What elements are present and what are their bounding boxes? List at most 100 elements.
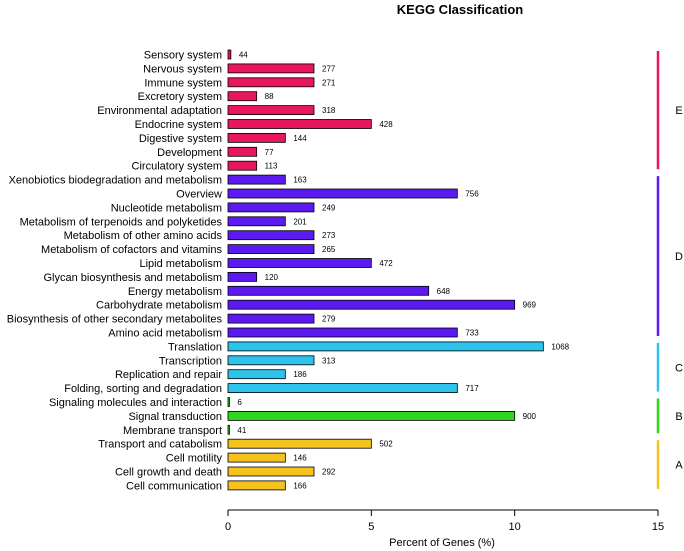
bar-count-label: 201: [293, 217, 307, 226]
bar-layer: Sensory system 44 Nervous system 277 Immune …: [7, 50, 570, 493]
category-label: Endocrine system: [135, 119, 222, 131]
bar-count-label: 6: [237, 398, 242, 407]
category-label: Translation: [168, 341, 222, 353]
x-tick-label: 15: [652, 521, 664, 533]
category-label: Signaling molecules and interaction: [49, 397, 222, 409]
category-label: Transcription: [159, 355, 222, 367]
bar-count-label: 144: [293, 134, 307, 143]
bar: [227, 230, 315, 241]
x-tick-label: 10: [509, 521, 521, 533]
category-label: Metabolism of other amino acids: [64, 230, 223, 242]
bar: [227, 244, 315, 255]
bar-count-label: 502: [379, 440, 393, 449]
category-label: Nervous system: [143, 63, 222, 75]
category-label: Excretory system: [138, 91, 222, 103]
bar: [227, 174, 286, 185]
x-tick-label: 5: [368, 521, 374, 533]
bar-count-label: 88: [265, 92, 274, 101]
bar-count-label: 265: [322, 245, 336, 254]
category-label: Circulatory system: [132, 161, 222, 173]
bar: [227, 313, 315, 324]
bar: [227, 132, 286, 143]
bar: [227, 466, 315, 477]
bar-count-label: 77: [265, 148, 274, 157]
bar: [227, 369, 286, 380]
bar: [227, 452, 286, 463]
bar-count-label: 318: [322, 106, 336, 115]
category-label: Biosynthesis of other secondary metaboli…: [7, 314, 223, 326]
bar: [227, 77, 315, 88]
category-label: Sensory system: [144, 50, 222, 62]
group-label: A: [675, 460, 683, 472]
bar: [227, 188, 458, 199]
category-label: Immune system: [144, 77, 222, 89]
group-label: B: [675, 411, 682, 423]
bar-count-label: 113: [265, 162, 278, 171]
category-label: Glycan biosynthesis and metabolism: [43, 272, 222, 284]
bar-count-label: 279: [322, 315, 336, 324]
bar: [227, 216, 286, 227]
bar: [227, 146, 258, 157]
bar-count-label: 163: [293, 176, 307, 185]
bar: [227, 271, 258, 282]
category-label: Overview: [176, 189, 222, 201]
bar-count-label: 648: [437, 287, 451, 296]
group-label: C: [675, 362, 683, 374]
bar: [227, 327, 458, 338]
bar: [227, 91, 258, 102]
bar: [227, 383, 458, 394]
bar: [227, 202, 315, 213]
bar-count-label: 756: [465, 190, 479, 199]
bar-count-label: 733: [465, 329, 479, 338]
bar-count-label: 292: [322, 468, 336, 477]
bar-count-label: 900: [523, 412, 537, 421]
bar-count-label: 41: [237, 426, 246, 435]
bar: [227, 299, 516, 310]
category-label: Environmental adaptation: [97, 105, 222, 117]
group-label: E: [675, 105, 682, 117]
group-brackets: E D C B A: [656, 51, 683, 489]
bar: [227, 397, 230, 407]
bar: [227, 424, 230, 435]
bar-count-label: 969: [523, 301, 537, 310]
category-label: Membrane transport: [123, 425, 222, 437]
bar: [227, 258, 372, 268]
bar: [227, 119, 372, 129]
bar: [227, 480, 286, 491]
bar: [227, 160, 258, 171]
group-label: D: [675, 251, 683, 263]
bar-count-label: 273: [322, 231, 336, 240]
category-label: Nucleotide metabolism: [111, 202, 222, 214]
x-axis: 0 5 10 15: [225, 509, 664, 533]
category-label: Transport and catabolism: [98, 439, 222, 451]
bar-count-label: 249: [322, 203, 336, 212]
x-axis-label: Percent of Genes (%): [389, 537, 495, 549]
chart-title: KEGG Classification: [397, 2, 523, 17]
bar: [227, 63, 315, 74]
x-tick-label: 0: [225, 521, 231, 533]
bar-count-label: 277: [322, 64, 336, 73]
category-label: Metabolism of cofactors and vitamins: [41, 244, 222, 256]
category-label: Lipid metabolism: [139, 258, 222, 270]
bar-count-label: 44: [239, 51, 248, 60]
bar-count-label: 313: [322, 356, 336, 365]
bar: [227, 49, 232, 60]
bar-count-label: 186: [293, 370, 307, 379]
category-label: Carbohydrate metabolism: [96, 300, 222, 312]
category-label: Xenobiotics biodegradation and metabolis…: [9, 175, 222, 187]
bar-count-label: 717: [465, 384, 479, 393]
category-label: Amino acid metabolism: [108, 328, 222, 340]
category-label: Folding, sorting and degradation: [64, 383, 222, 395]
bar-count-label: 120: [265, 273, 279, 282]
bar: [227, 341, 544, 352]
bar-count-label: 472: [379, 259, 393, 268]
category-label: Development: [157, 147, 222, 159]
category-label: Replication and repair: [115, 369, 222, 381]
bar: [227, 438, 372, 449]
bar-count-label: 271: [322, 78, 336, 87]
category-label: Metabolism of terpenoids and polyketides: [20, 216, 223, 228]
bar-count-label: 146: [293, 454, 307, 463]
category-label: Signal transduction: [128, 411, 222, 423]
category-label: Cell communication: [126, 480, 222, 492]
